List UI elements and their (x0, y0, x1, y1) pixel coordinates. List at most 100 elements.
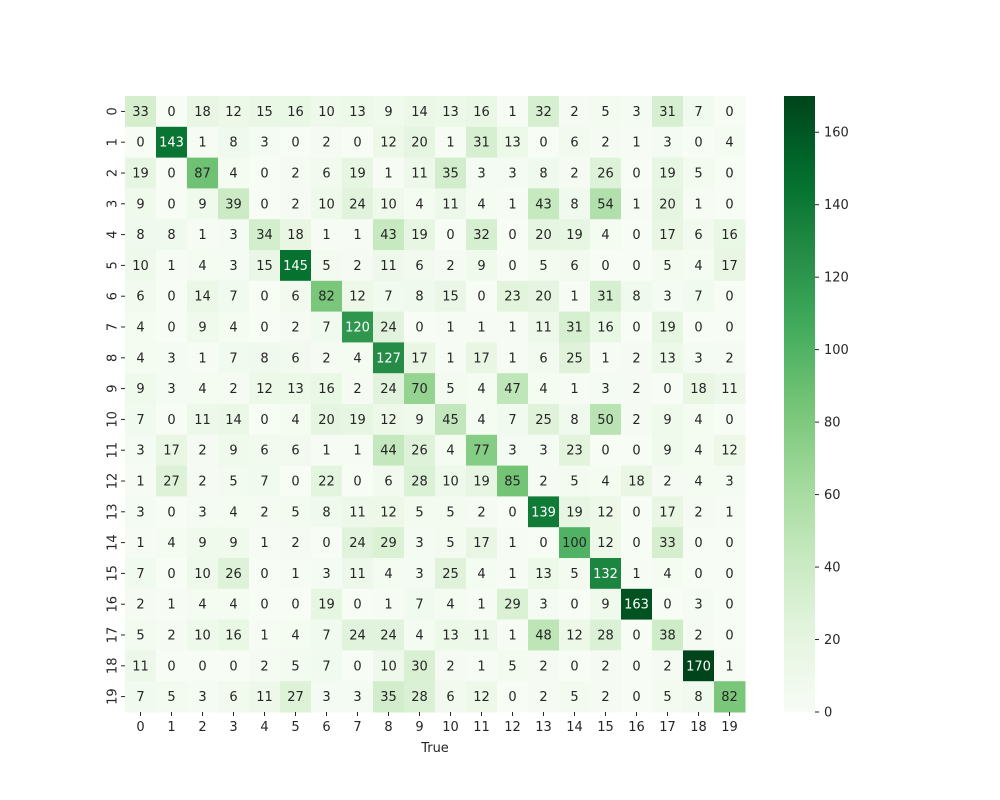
cell-value-label: 7 (322, 629, 330, 644)
y-tick-label: 7 (106, 323, 121, 331)
cell-value-label: 4 (601, 228, 609, 243)
heatmap-cell (466, 157, 498, 189)
heatmap-cell (311, 588, 343, 621)
heatmap-cell (249, 157, 281, 189)
cell-value-label: 70 (411, 382, 428, 397)
cell-value-label: 77 (473, 444, 490, 459)
y-tick-label: 12 (106, 473, 121, 490)
cell-value-label: 0 (539, 536, 547, 551)
heatmap-cell (466, 496, 498, 528)
cell-value-label: 43 (380, 228, 397, 243)
heatmap-cell (590, 465, 622, 497)
heatmap-cell (621, 404, 653, 436)
heatmap-cell (714, 373, 746, 405)
cell-value-label: 9 (477, 259, 485, 274)
cell-value-label: 2 (353, 382, 361, 397)
cell-value-label: 25 (535, 413, 552, 428)
heatmap-cell (218, 404, 250, 436)
cell-value-label: 2 (539, 659, 547, 674)
cell-value-label: 4 (167, 536, 175, 551)
heatmap-cell (187, 250, 219, 282)
heatmap-cell (373, 250, 405, 282)
cell-value-label: 7 (694, 290, 702, 305)
x-tick-label: 14 (566, 720, 583, 735)
cell-value-label: 7 (508, 413, 516, 428)
cell-value-label: 10 (318, 197, 335, 212)
cell-value-label: 2 (167, 629, 175, 644)
heatmap-cell (528, 404, 560, 436)
cell-value-label: 0 (260, 290, 268, 305)
heatmap-cell (342, 434, 374, 467)
heatmap-cell (342, 619, 374, 651)
cell-value-label: 10 (380, 197, 397, 212)
heatmap-cell (466, 558, 498, 590)
heatmap-cell (404, 311, 436, 343)
heatmap-cell (218, 373, 250, 405)
heatmap-cell (156, 311, 188, 343)
cell-value-label: 1 (446, 136, 454, 151)
cell-value-label: 0 (539, 136, 547, 151)
heatmap-cell (311, 527, 343, 559)
cell-value-label: 4 (384, 567, 392, 582)
heatmap-cell (435, 311, 467, 343)
heatmap-cell (342, 558, 374, 590)
cell-value-label: 4 (446, 444, 454, 459)
cell-value-label: 0 (725, 197, 733, 212)
cell-value-label: 8 (539, 167, 547, 182)
heatmap-cell (218, 342, 250, 374)
heatmap-cell (652, 527, 684, 559)
y-tick-label: 10 (106, 411, 121, 428)
heatmap-cell (590, 219, 622, 251)
cell-value-label: 1 (477, 321, 485, 336)
cell-value-label: 82 (318, 290, 335, 305)
cell-value-label: 1 (167, 259, 175, 274)
heatmap-cell (683, 404, 715, 436)
cell-value-label: 5 (508, 659, 516, 674)
x-tick-label: 3 (229, 720, 237, 735)
heatmap-cell (249, 588, 281, 621)
cell-value-label: 0 (601, 444, 609, 459)
cell-value-label: 0 (694, 536, 702, 551)
heatmap-cell (435, 681, 467, 713)
heatmap-cell (497, 650, 529, 682)
heatmap-cell (373, 619, 405, 651)
heatmap-cell (559, 250, 591, 282)
cell-value-label: 2 (353, 259, 361, 274)
cell-value-label: 16 (287, 105, 304, 120)
cell-value-label: 4 (601, 475, 609, 490)
cell-value-label: 31 (659, 105, 676, 120)
cell-value-label: 7 (694, 105, 702, 120)
cell-value-label: 5 (136, 629, 144, 644)
cell-value-label: 1 (260, 536, 268, 551)
heatmap-cell (249, 280, 281, 313)
cell-value-label: 0 (136, 136, 144, 151)
cell-value-label: 2 (632, 382, 640, 397)
heatmap-cell (714, 219, 746, 251)
cell-value-label: 4 (229, 167, 237, 182)
cell-value-label: 33 (659, 536, 676, 551)
cell-value-label: 5 (229, 475, 237, 490)
cell-value-label: 0 (725, 598, 733, 613)
cell-value-label: 4 (136, 351, 144, 366)
heatmap-cell (559, 219, 591, 251)
heatmap-cell (373, 527, 405, 559)
cell-value-label: 50 (597, 413, 614, 428)
heatmap-cell (435, 619, 467, 651)
heatmap-cell (497, 250, 529, 282)
x-tick-label: 11 (473, 720, 490, 735)
heatmap-cell (187, 619, 219, 651)
heatmap-cell (652, 219, 684, 251)
heatmap-cell (249, 465, 281, 497)
heatmap-cell (156, 96, 188, 128)
heatmap-cell (683, 681, 715, 713)
cell-value-label: 5 (570, 690, 578, 705)
heatmap-cell (373, 126, 405, 159)
cell-value-label: 6 (446, 690, 454, 705)
heatmap-cell (466, 527, 498, 559)
heatmap-cell (497, 373, 529, 405)
cell-value-label: 1 (725, 505, 733, 520)
heatmap-cell (404, 219, 436, 251)
cell-value-label: 2 (260, 505, 268, 520)
heatmap-cell (125, 588, 157, 621)
heatmap-cell (528, 157, 560, 189)
